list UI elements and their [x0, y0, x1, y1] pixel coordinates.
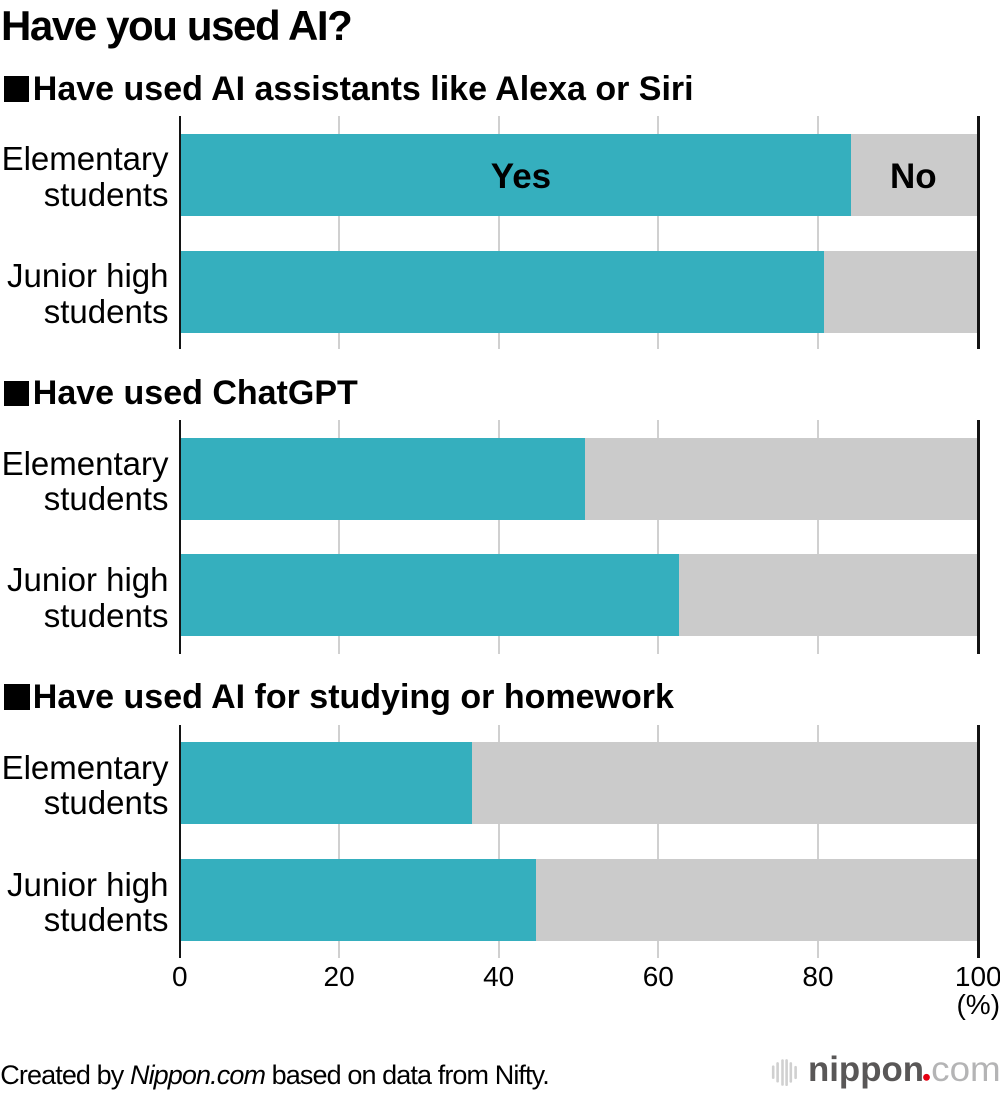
- svg-text:com: com: [931, 1050, 1000, 1089]
- svg-text:nippon: nippon: [808, 1050, 924, 1089]
